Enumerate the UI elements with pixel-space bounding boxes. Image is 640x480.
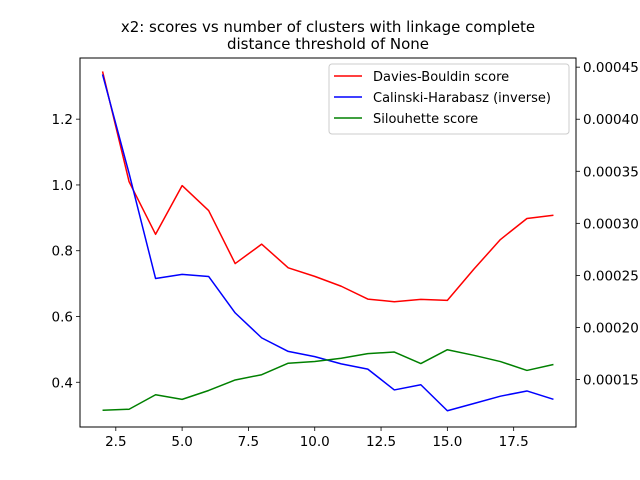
y-left-tick-label: 0.6 [52,309,73,325]
x-tick-label: 15.0 [432,434,462,450]
y-left-tick-label: 1.2 [52,112,73,128]
y-right-tick-label: 0.00045 [583,60,639,76]
chart-title-line-1: x2: scores vs number of clusters with li… [121,18,535,36]
y-axis-right: 0.00015 0.00020 0.00025 0.00030 0.00035 0.000… [576,60,639,389]
legend-label-0: Davies-Bouldin score [373,70,509,85]
y-right-tick-label: 0.00040 [583,112,639,128]
x-tick-label: 2.5 [105,434,126,450]
y-axis-left: 0.4 0.6 0.8 1.0 1.2 [52,112,80,391]
legend-label-1: Calinski-Harabasz (inverse) [373,91,551,106]
series-line-2 [102,348,554,411]
x-tick-label: 12.5 [366,434,396,450]
x-tick-label: 5.0 [171,434,192,450]
y-right-tick-label: 0.00035 [583,164,639,180]
y-right-tick-label: 0.00020 [583,320,639,336]
series-layer [101,71,554,412]
legend-label-2: Silouhette score [373,112,478,127]
y-left-tick-label: 0.4 [52,375,73,391]
y-left-tick-label: 0.8 [52,244,73,260]
legend-box [328,63,570,135]
y-right-tick-label: 0.00025 [583,268,639,284]
chart-title-line-2: distance threshold of None [227,35,429,53]
plot-frame [79,57,577,428]
x-tick-label: 17.5 [499,434,529,450]
y-right-tick-label: 0.00015 [583,373,639,389]
x-tick-label: 10.0 [300,434,330,450]
y-right-tick-label: 0.00030 [583,216,639,232]
y-left-tick-label: 1.0 [52,178,73,194]
legend: Davies-Bouldin score Calinski-Harabasz (i… [328,63,570,135]
x-tick-label: 7.5 [238,434,259,450]
series-line-0 [101,71,554,303]
x-axis: 2.5 5.0 7.5 10.0 12.5 15.0 17.5 [105,427,529,450]
